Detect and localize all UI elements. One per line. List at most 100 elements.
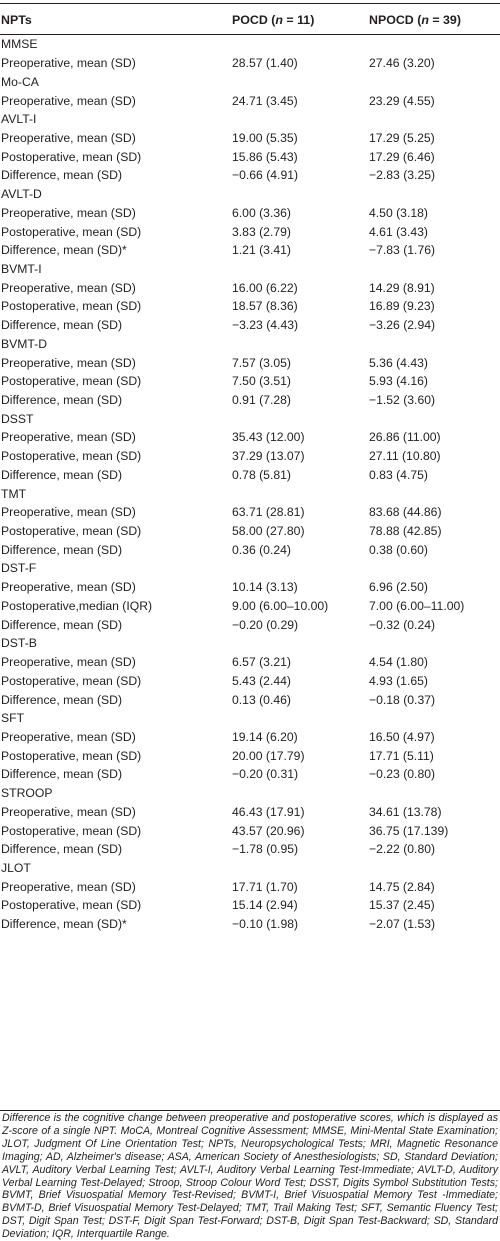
table-row: Postoperative, mean (SD) 3.83 (2.79) 4.61 …	[0, 222, 500, 241]
pocd-value: 15.86 (5.43)	[232, 149, 298, 164]
table-row: TMT	[0, 484, 500, 503]
npocd-value: −7.83 (1.76)	[369, 243, 436, 258]
pocd-value: −1.78 (0.95)	[232, 842, 299, 857]
npocd-value	[368, 859, 500, 878]
npocd-value	[368, 409, 500, 428]
pocd-value: 3.83 (2.79)	[232, 224, 291, 239]
npocd-value	[368, 484, 500, 503]
row-label: Preoperative, mean (SD)	[1, 879, 136, 894]
row-label: BVMT-I	[1, 261, 42, 276]
table-row: BVMT-I	[0, 260, 500, 279]
npocd-value: 23.29 (4.55)	[369, 93, 435, 108]
row-label: Mo-CA	[1, 74, 39, 89]
pocd-value	[231, 409, 368, 428]
row-label: Postoperative, mean (SD)	[1, 673, 142, 688]
pocd-value: 6.57 (3.21)	[232, 655, 291, 670]
table-row: Preoperative, mean (SD) 16.00 (6.22) 14.29…	[0, 278, 500, 297]
npocd-value	[368, 784, 500, 803]
pocd-value: 20.00 (17.79)	[232, 748, 305, 763]
npocd-value: 17.29 (5.25)	[369, 130, 435, 145]
row-label: Preoperative, mean (SD)	[1, 729, 136, 744]
table-row: Preoperative, mean (SD) 24.71 (3.45) 23.29…	[0, 91, 500, 110]
table-row: Preoperative, mean (SD) 19.00 (5.35) 17.29…	[0, 129, 500, 148]
table-row: Postoperative, mean (SD) 18.57 (8.36) 16.8…	[0, 297, 500, 316]
pocd-value: −0.66 (4.91)	[232, 168, 299, 183]
table-row: Preoperative, mean (SD) 7.57 (3.05) 5.36 (…	[0, 353, 500, 372]
npocd-value: 4.93 (1.65)	[369, 673, 428, 688]
row-label: Difference, mean (SD)*	[1, 917, 127, 932]
npocd-value: 6.96 (2.50)	[369, 580, 428, 595]
row-label: Postoperative, mean (SD)	[1, 898, 142, 913]
row-label: Preoperative, mean (SD)	[1, 804, 136, 819]
npocd-value: −2.83 (3.25)	[369, 168, 436, 183]
table-footnote: Difference is the cognitive change betwe…	[2, 1112, 498, 1241]
npocd-value: 27.46 (3.20)	[369, 56, 435, 71]
table-row: Preoperative, mean (SD) 6.00 (3.36) 4.50 (…	[0, 203, 500, 222]
npocd-value	[368, 634, 500, 653]
npt-table: NPTs POCD (n = 11) NPOCD (n = 39) MMSE Pr…	[0, 4, 500, 934]
pocd-value	[231, 559, 368, 578]
npocd-value: 16.89 (9.23)	[369, 299, 435, 314]
npocd-value: −2.07 (1.53)	[369, 917, 436, 932]
table-row: Preoperative, mean (SD) 17.71 (1.70) 14.75…	[0, 877, 500, 896]
top-rule	[0, 3, 500, 4]
table-row: Preoperative, mean (SD) 28.57 (1.40) 27.46…	[0, 54, 500, 73]
row-label: AVLT-I	[1, 112, 37, 127]
npocd-value: 17.71 (5.11)	[369, 748, 434, 763]
row-label: DSST	[1, 411, 34, 426]
header-pocd: POCD (n = 11)	[232, 12, 315, 27]
row-label: Difference, mean (SD)	[1, 168, 123, 183]
row-label: Preoperative, mean (SD)	[1, 280, 136, 295]
pocd-value: 28.57 (1.40)	[232, 56, 298, 71]
table-row: DST-F	[0, 559, 500, 578]
row-label: DST-F	[1, 561, 37, 576]
row-label: Preoperative, mean (SD)	[1, 505, 136, 520]
table-row: Postoperative,median (IQR) 9.00 (6.00–10.…	[0, 597, 500, 616]
table-row: Difference, mean (SD) −3.23 (4.43) −3.26 (…	[0, 316, 500, 335]
pocd-value	[231, 859, 368, 878]
table-row: Difference, mean (SD) −0.66 (4.91) −2.83 (…	[0, 166, 500, 185]
table-row: Difference, mean (SD) −0.20 (0.29) −0.32 (…	[0, 615, 500, 634]
npocd-value: 34.61 (13.78)	[369, 804, 442, 819]
npocd-value: 5.93 (4.16)	[369, 374, 428, 389]
npocd-value	[368, 110, 500, 129]
table-row: Preoperative, mean (SD) 63.71 (28.81) 83.6…	[0, 503, 500, 522]
npocd-value: 83.68 (44.86)	[369, 505, 442, 520]
npocd-value: 4.50 (3.18)	[369, 205, 428, 220]
row-label: BVMT-D	[1, 336, 48, 351]
row-label: Preoperative, mean (SD)	[1, 355, 136, 370]
table-row: Postoperative, mean (SD) 5.43 (2.44) 4.93 …	[0, 671, 500, 690]
table-row: Difference, mean (SD) −0.20 (0.31) −0.23 (…	[0, 765, 500, 784]
pocd-value: 7.57 (3.05)	[232, 355, 291, 370]
pocd-value: 63.71 (28.81)	[232, 505, 305, 520]
table-row: Postoperative, mean (SD) 43.57 (20.96) 36.…	[0, 821, 500, 840]
row-label: Postoperative, mean (SD)	[1, 299, 142, 314]
pocd-value: 19.00 (5.35)	[232, 130, 298, 145]
pocd-value: 0.91 (7.28)	[232, 393, 291, 408]
pocd-value	[231, 784, 368, 803]
row-label: Preoperative, mean (SD)	[1, 580, 136, 595]
npocd-value: −0.32 (0.24)	[369, 617, 436, 632]
bottom-rule	[0, 1110, 500, 1111]
table-row: Postoperative, mean (SD) 7.50 (3.51) 5.93 …	[0, 372, 500, 391]
pocd-value	[231, 72, 368, 91]
row-label: Preoperative, mean (SD)	[1, 655, 136, 670]
npocd-value: 17.29 (6.46)	[369, 149, 435, 164]
npocd-value: −2.22 (0.80)	[369, 842, 436, 857]
pocd-value	[231, 185, 368, 204]
row-label: Difference, mean (SD)	[1, 542, 123, 557]
table-row: AVLT-D	[0, 185, 500, 204]
pocd-value: 19.14 (6.20)	[232, 729, 298, 744]
npocd-value: −0.18 (0.37)	[369, 692, 436, 707]
pocd-value: 5.43 (2.44)	[232, 673, 291, 688]
pocd-value: 6.00 (3.36)	[232, 205, 291, 220]
row-label: TMT	[1, 486, 27, 501]
table-row: DSST	[0, 409, 500, 428]
table-row: Difference, mean (SD) 0.78 (5.81) 0.83 (4.…	[0, 466, 500, 485]
table-row: JLOT	[0, 859, 500, 878]
pocd-value	[231, 260, 368, 279]
table-row: AVLT-I	[0, 110, 500, 129]
table-row: Preoperative, mean (SD) 10.14 (3.13) 6.96 …	[0, 578, 500, 597]
table-figure: NPTs POCD (n = 11) NPOCD (n = 39) MMSE Pr…	[0, 3, 500, 1240]
table-row: Postoperative, mean (SD) 20.00 (17.79) 17.…	[0, 746, 500, 765]
